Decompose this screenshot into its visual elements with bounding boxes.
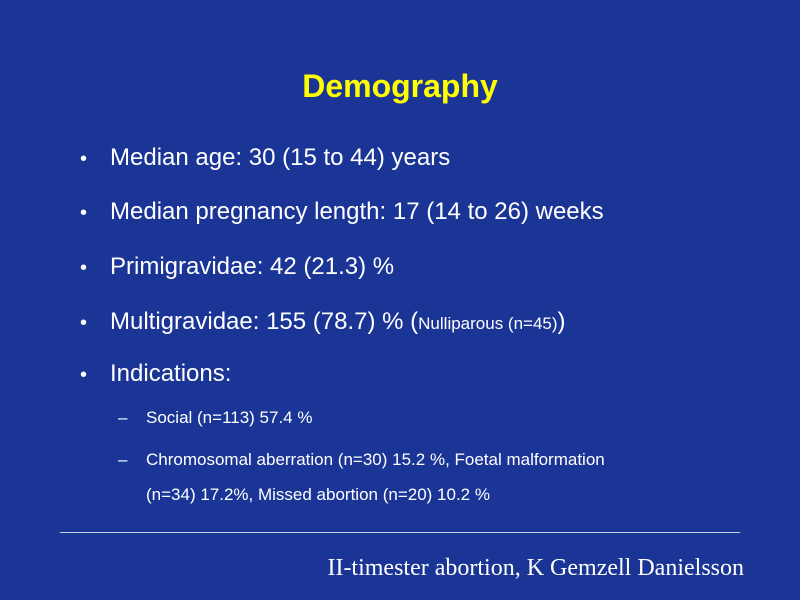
- bullet-text: Median age: 30 (15 to 44) years: [110, 144, 451, 171]
- footer-text: II-timester abortion, K Gemzell Danielss…: [327, 555, 744, 581]
- bullet-dot-icon: •: [80, 202, 88, 224]
- slide-title: Demography: [302, 68, 498, 104]
- bullet-dot-icon: •: [80, 257, 88, 279]
- sub-bullet-text: Social (n=113) 57.4 %: [146, 408, 313, 427]
- bullet-suffix-text: ): [557, 308, 566, 335]
- footer-divider: [60, 532, 740, 533]
- bullet-text: Multigravidae: 155 (78.7) % (: [110, 308, 419, 335]
- bullet-median-age: • Median age: 30 (15 to 44) years: [80, 144, 450, 173]
- sub-bullet-social: – Social (n=113) 57.4 %: [118, 407, 312, 429]
- bullet-primigravidae: • Primigravidae: 42 (21.3) %: [80, 253, 394, 282]
- sub-bullet-chromosomal: – Chromosomal aberration (n=30) 15.2 %, F…: [118, 449, 605, 471]
- bullet-dot-icon: •: [80, 312, 88, 334]
- bullet-dot-icon: •: [80, 148, 88, 170]
- bullet-multigravidae: • Multigravidae: 155 (78.7) % (Nulliparou…: [80, 308, 566, 338]
- bullet-dot-icon: •: [80, 364, 88, 386]
- bullet-pregnancy-length: • Median pregnancy length: 17 (14 to 26) …: [80, 198, 604, 227]
- dash-icon: –: [118, 408, 128, 427]
- bullet-indications: • Indications:: [80, 360, 231, 389]
- bullet-text: Median pregnancy length: 17 (14 to 26) w…: [110, 198, 604, 225]
- bullet-text: Primigravidae: 42 (21.3) %: [110, 253, 395, 280]
- sub-bullet-continuation: (n=34) 17.2%, Missed abortion (n=20) 10.…: [146, 485, 490, 504]
- sub-bullet-text: Chromosomal aberration (n=30) 15.2 %, Fo…: [146, 450, 605, 469]
- dash-icon: –: [118, 450, 128, 469]
- bullet-text: Indications:: [110, 360, 232, 387]
- bullet-small-text: Nulliparous (n=45): [418, 314, 558, 333]
